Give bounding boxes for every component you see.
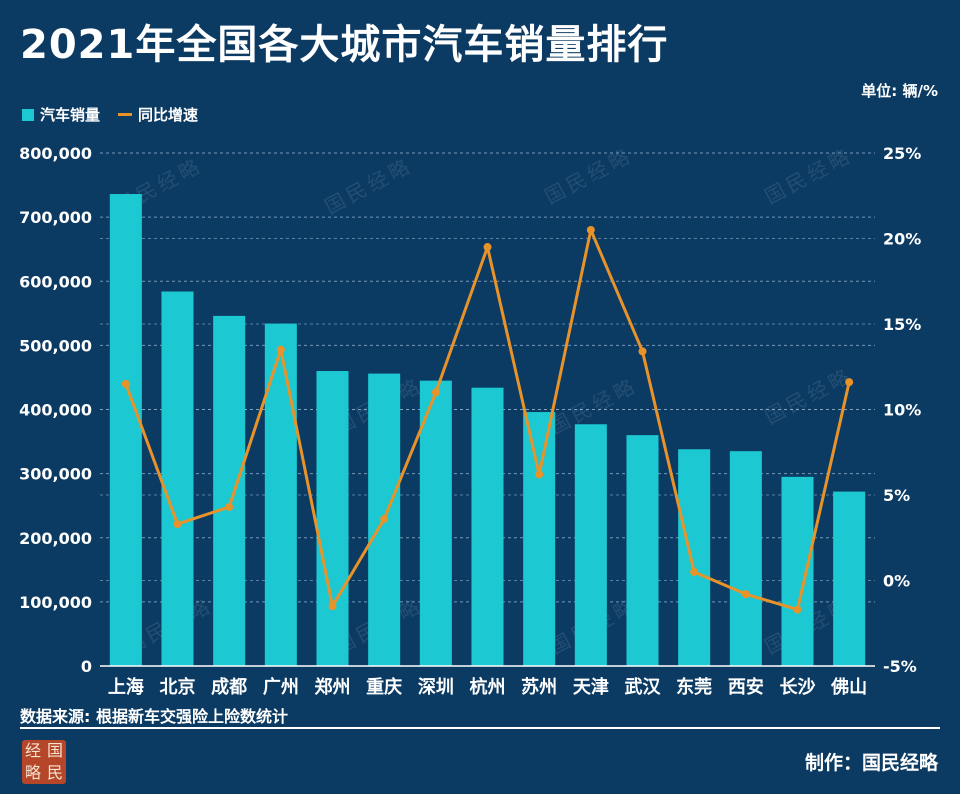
- y-right-tick-label: 25%: [883, 144, 921, 163]
- growth-point-4: [328, 602, 337, 611]
- bar-10: [626, 435, 659, 666]
- y-right-tick-label: 0%: [883, 572, 910, 591]
- growth-point-12: [741, 590, 750, 599]
- x-tick-label: 天津: [573, 676, 609, 698]
- bar-7: [471, 387, 504, 666]
- legend-label-growth: 同比增速: [138, 106, 199, 124]
- bar-3: [264, 323, 297, 666]
- growth-point-2: [225, 502, 234, 511]
- bar-4: [316, 371, 349, 666]
- growth-point-11: [690, 567, 699, 576]
- growth-point-10: [638, 347, 647, 356]
- data-source: 数据来源: 根据新车交强险上险数统计: [20, 707, 288, 726]
- y-left-tick-label: 600,000: [19, 272, 92, 291]
- x-tick-label: 上海: [108, 676, 144, 698]
- x-tick-label: 西安: [728, 676, 764, 698]
- growth-point-0: [121, 379, 130, 388]
- seal-char-2: 国: [46, 741, 63, 760]
- x-tick-label: 武汉: [625, 677, 662, 698]
- x-tick-label: 长沙: [780, 677, 816, 698]
- growth-point-7: [483, 243, 492, 252]
- bar-1: [161, 291, 194, 666]
- page-title: 2021年全国各大城市汽车销量排行: [20, 22, 669, 68]
- legend-swatch-sales: [22, 108, 34, 121]
- bar-9: [574, 424, 607, 666]
- bar-6: [419, 380, 452, 666]
- growth-point-5: [380, 514, 389, 523]
- x-tick-label: 东莞: [676, 676, 712, 698]
- x-tick-label: 杭州: [470, 676, 506, 698]
- x-tick-label: 重庆: [366, 676, 402, 698]
- unit-label: 单位: 辆/%: [861, 82, 938, 100]
- seal-char-3: 略: [24, 763, 41, 782]
- y-left-tick-label: 800,000: [19, 144, 92, 163]
- bar-8: [523, 412, 556, 666]
- seal-char-1: 经: [24, 741, 41, 760]
- bar-2: [213, 315, 246, 666]
- y-right-tick-label: 20%: [883, 230, 921, 249]
- growth-point-13: [793, 605, 802, 614]
- x-tick-label: 成都: [211, 676, 247, 698]
- growth-point-1: [173, 520, 182, 529]
- growth-point-14: [845, 378, 854, 387]
- growth-point-9: [586, 225, 595, 234]
- y-left-tick-label: 0: [81, 657, 92, 676]
- growth-point-6: [431, 388, 440, 397]
- y-left-tick-label: 700,000: [19, 208, 92, 227]
- bar-13: [781, 476, 814, 666]
- y-left-tick-label: 300,000: [19, 465, 92, 484]
- legend: 汽车销量 同比增速: [22, 104, 198, 125]
- legend-item-growth: 同比增速: [118, 104, 198, 125]
- footer-divider: [20, 727, 940, 729]
- legend-item-sales: 汽车销量: [22, 104, 100, 125]
- bar-11: [678, 449, 711, 666]
- x-tick-label: 郑州: [315, 676, 351, 698]
- x-tick-label: 广州: [263, 676, 299, 698]
- credit: 制作：国民经略: [804, 752, 938, 774]
- growth-point-8: [535, 470, 544, 479]
- seal-char-4: 民: [46, 763, 63, 782]
- y-right-tick-label: 5%: [883, 486, 910, 505]
- y-left-tick-label: 200,000: [19, 529, 92, 548]
- y-right-tick-label: -5%: [883, 657, 917, 676]
- y-right-tick-label: 15%: [883, 315, 921, 334]
- y-right-tick-label: 10%: [883, 401, 921, 420]
- y-left-tick-label: 100,000: [19, 593, 92, 612]
- x-tick-label: 北京: [160, 676, 196, 698]
- x-tick-label: 深圳: [418, 676, 454, 698]
- bar-14: [833, 491, 866, 666]
- bar-0: [109, 194, 142, 667]
- legend-label-sales: 汽车销量: [40, 106, 101, 124]
- brand-seal: 经 国 略 民: [22, 740, 66, 784]
- y-left-tick-label: 500,000: [19, 336, 92, 355]
- x-tick-label: 佛山: [830, 676, 867, 698]
- bar-12: [729, 451, 762, 666]
- y-left-tick-label: 400,000: [19, 401, 92, 420]
- legend-swatch-growth: [118, 113, 133, 116]
- x-tick-label: 苏州: [521, 676, 557, 698]
- growth-point-3: [276, 345, 285, 354]
